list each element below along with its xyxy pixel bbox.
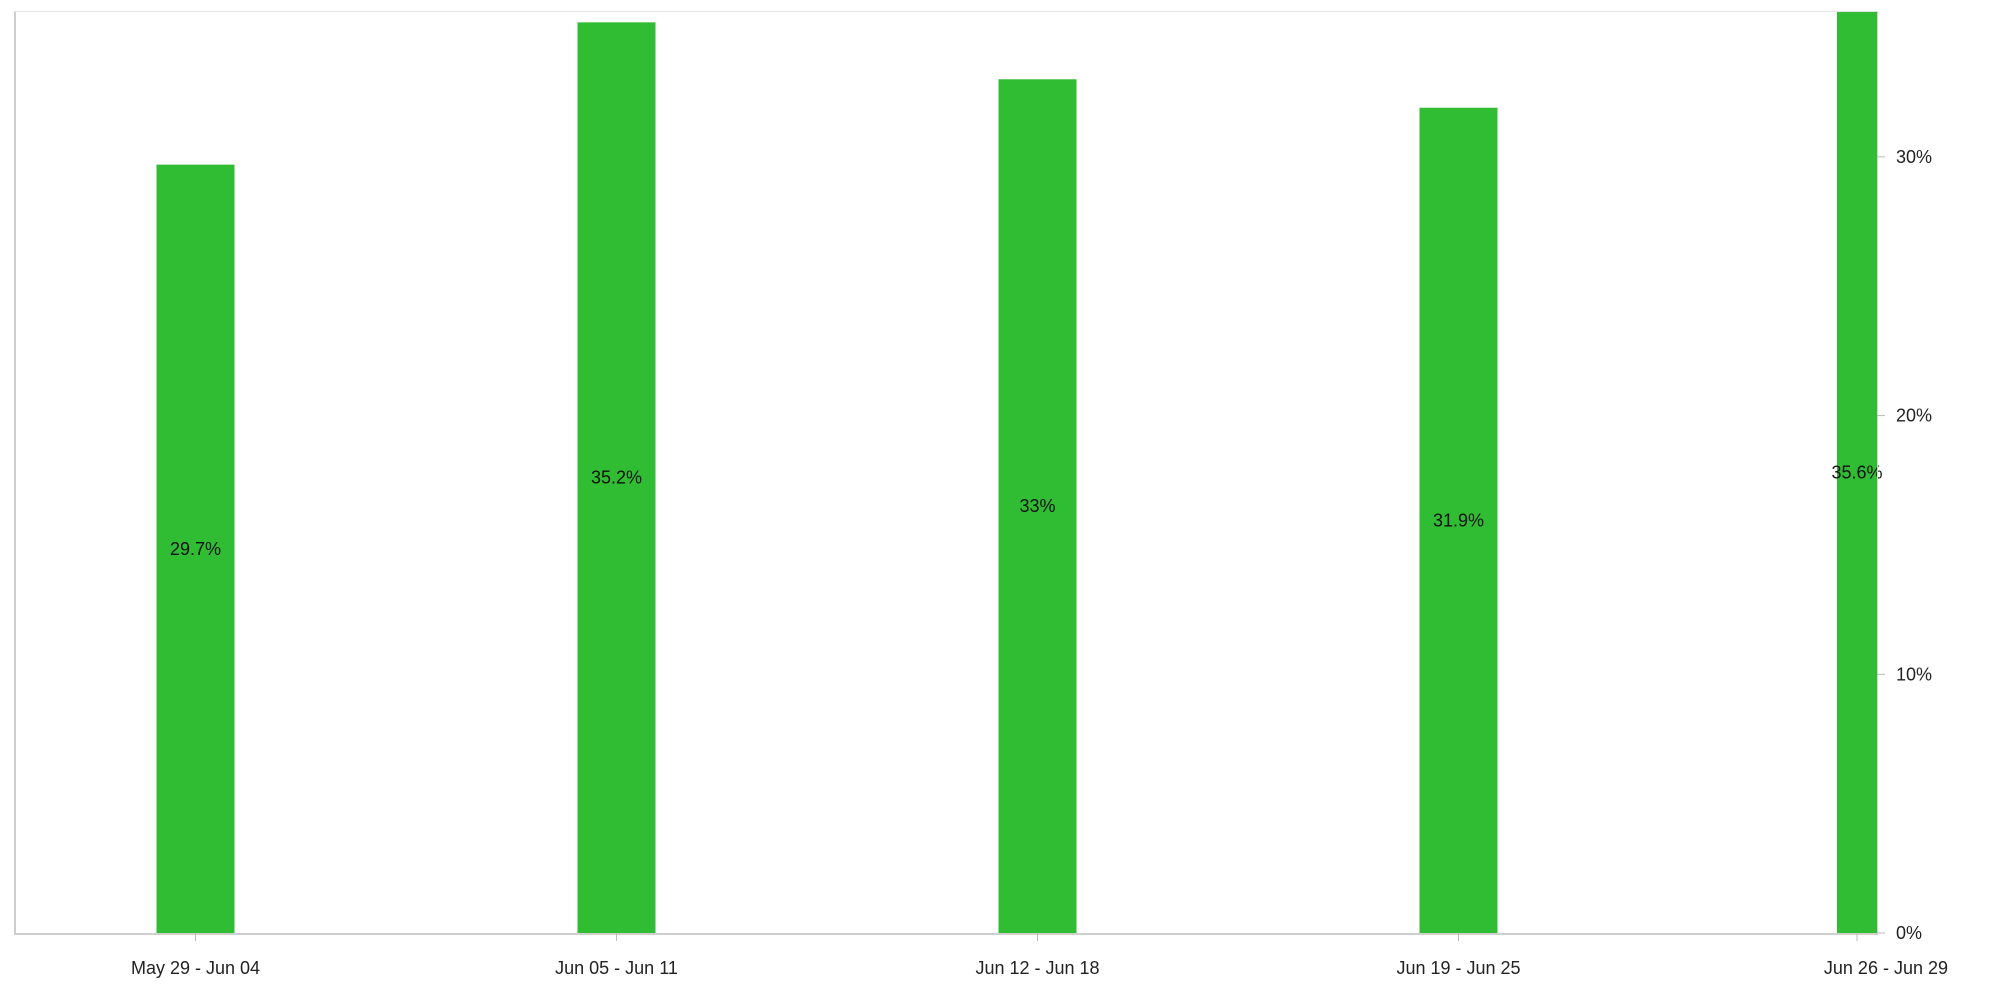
- x-axis-ticks: May 29 - Jun 04 Jun 05 - Jun 11 Jun 12 - J…: [131, 933, 1948, 978]
- plot-frame-top: [14, 11, 1878, 12]
- plot-frame-left: [14, 12, 16, 935]
- y-axis-ticks: 0% 10% 20% 30%: [1877, 147, 1932, 943]
- data-label-1: 29.7%: [170, 539, 221, 559]
- x-axis-line: [14, 933, 1878, 935]
- x-tick-mark-2: [616, 933, 617, 941]
- data-label-2: 35.2%: [591, 468, 642, 488]
- x-tick-label-1: May 29 - Jun 04: [131, 958, 260, 978]
- y-tick-mark-1: [1877, 932, 1885, 934]
- y-tick-mark-3: [1877, 415, 1885, 417]
- y-tick-label-1: 0%: [1896, 923, 1922, 943]
- bar-2[interactable]: [577, 22, 656, 933]
- y-tick-mark-2: [1877, 673, 1885, 675]
- y-tick-label-2: 10%: [1896, 664, 1932, 684]
- x-tick-mark-3: [1037, 933, 1038, 941]
- x-tick-label-5: Jun 26 - Jun 29: [1824, 958, 1948, 978]
- x-tick-mark-1: [195, 933, 196, 941]
- data-label-3: 33%: [1019, 496, 1055, 516]
- y-tick-mark-4: [1877, 156, 1885, 158]
- y-axis-line: [1877, 11, 1878, 934]
- data-labels-layer: 29.7% 35.2% 33% 31.9% 35.6%: [170, 463, 1883, 559]
- x-tick-label-3: Jun 12 - Jun 18: [975, 958, 1099, 978]
- data-label-4: 31.9%: [1433, 510, 1484, 530]
- y-tick-label-3: 20%: [1896, 406, 1932, 426]
- data-label-5: 35.6%: [1831, 463, 1882, 483]
- y-tick-label-4: 30%: [1896, 147, 1932, 167]
- bar-1[interactable]: [156, 164, 235, 933]
- x-tick-label-4: Jun 19 - Jun 25: [1396, 958, 1520, 978]
- bar-3[interactable]: [998, 79, 1077, 934]
- bars-layer: [156, 12, 1877, 934]
- x-tick-mark-4: [1458, 933, 1459, 941]
- bar-5[interactable]: [1837, 12, 1877, 933]
- bar-4[interactable]: [1419, 107, 1498, 933]
- x-tick-mark-5: [1856, 933, 1858, 941]
- x-tick-label-2: Jun 05 - Jun 11: [555, 958, 678, 978]
